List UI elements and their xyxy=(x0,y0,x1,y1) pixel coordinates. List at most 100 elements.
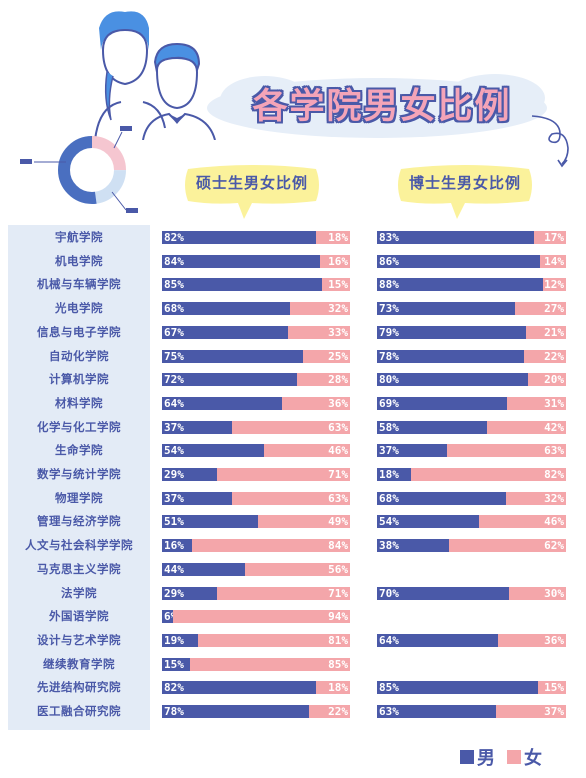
college-name-label: 人文与社会科学学院 xyxy=(25,538,133,553)
college-name-label: 宇航学院 xyxy=(55,230,103,244)
couple-illustration xyxy=(94,11,216,140)
college-name-label: 机械与车辆学院 xyxy=(37,277,121,292)
female-value-label: 27% xyxy=(544,302,564,316)
female-segment: 20% xyxy=(528,373,566,387)
female-value-label: 36% xyxy=(544,633,564,647)
doctor-header-bubble: 博士生男女比例 xyxy=(395,163,535,221)
male-segment: 44% xyxy=(162,562,245,576)
female-value-label: 17% xyxy=(544,231,564,244)
female-value-label: 63% xyxy=(544,444,564,458)
doctor-bar: 37% 63% xyxy=(377,444,566,458)
female-value-label: 62% xyxy=(544,539,564,553)
college-name-label: 马克思主义学院 xyxy=(37,561,121,576)
master-bar: 82% 18% xyxy=(162,681,350,695)
male-value-label: 16% xyxy=(164,539,184,553)
master-header-bubble: 硕士生男女比例 xyxy=(182,163,322,221)
college-name-label: 设计与艺术学院 xyxy=(37,632,121,647)
female-segment: 71% xyxy=(216,586,350,600)
female-segment: 32% xyxy=(505,491,566,505)
female-segment: 49% xyxy=(257,515,350,529)
legend: 男 女 xyxy=(460,745,554,769)
male-segment: 67% xyxy=(162,325,288,339)
male-segment: 88% xyxy=(377,278,544,292)
male-value-label: 64% xyxy=(379,633,399,647)
female-segment: 42% xyxy=(486,420,566,434)
master-bar: 29% 71% xyxy=(162,468,350,481)
master-bar: 84% 16% xyxy=(162,254,350,268)
master-bar: 85% 15% xyxy=(162,278,350,292)
college-name-label: 物理学院 xyxy=(55,490,103,505)
male-value-label: 84% xyxy=(164,254,184,268)
female-value-label: 25% xyxy=(328,349,348,363)
male-value-label: 69% xyxy=(379,396,399,410)
chart-row: 宇航学院 82% 18% 83% 17% xyxy=(0,230,586,245)
female-value-label: 42% xyxy=(544,420,564,434)
male-segment: 19% xyxy=(162,633,198,647)
male-segment: 6% xyxy=(162,610,177,624)
legend-male-label: 男 xyxy=(477,748,495,769)
college-name-label: 信息与电子学院 xyxy=(37,324,121,339)
female-value-label: 82% xyxy=(544,468,564,481)
female-segment: 21% xyxy=(526,325,566,339)
female-value-label: 63% xyxy=(328,491,348,505)
female-value-label: 94% xyxy=(328,610,348,624)
female-segment: 82% xyxy=(411,468,566,481)
male-segment: 38% xyxy=(377,539,449,553)
female-segment: 62% xyxy=(448,539,566,553)
doctor-bar: 68% 32% xyxy=(377,491,566,505)
female-segment: 30% xyxy=(509,586,566,600)
chart-row: 计算机学院 72% 28% 80% 20% xyxy=(0,372,586,387)
male-value-label: 18% xyxy=(379,468,399,481)
master-bar: 15% 85% xyxy=(162,657,350,671)
female-segment: 63% xyxy=(231,491,350,505)
female-value-label: 84% xyxy=(328,539,348,553)
male-segment: 75% xyxy=(162,349,303,363)
male-segment: 54% xyxy=(162,444,264,458)
doctor-bar: 80% 20% xyxy=(377,373,566,387)
master-bar: 72% 28% xyxy=(162,373,350,387)
male-value-label: 51% xyxy=(164,515,184,529)
male-segment: 58% xyxy=(377,420,487,434)
doctor-bar: 88% 12% xyxy=(377,278,566,292)
college-name-label: 外国语学院 xyxy=(49,609,109,624)
female-segment: 94% xyxy=(173,610,350,624)
college-name-label: 法学院 xyxy=(61,585,97,600)
male-value-label: 73% xyxy=(379,302,399,316)
doctor-bar: 63% 37% xyxy=(377,705,566,718)
chart-row: 人文与社会科学学院 16% 84% 38% 62% xyxy=(0,538,586,553)
master-bar: 54% 46% xyxy=(162,444,350,458)
female-segment: 81% xyxy=(197,633,350,647)
doctor-bar: 85% 15% xyxy=(377,681,566,695)
chart-row: 医工融合研究院 78% 22% 63% 37% xyxy=(0,704,586,719)
master-bar: 6% 94% xyxy=(162,610,350,624)
female-value-label: 30% xyxy=(544,586,564,600)
male-segment: 64% xyxy=(377,633,498,647)
male-segment: 68% xyxy=(162,302,290,316)
master-bar: 37% 63% xyxy=(162,420,350,434)
chart-row: 机电学院 84% 16% 86% 14% xyxy=(0,254,586,269)
female-segment: 84% xyxy=(192,539,350,553)
female-value-label: 49% xyxy=(328,515,348,529)
female-value-label: 15% xyxy=(328,278,348,292)
male-segment: 51% xyxy=(162,515,258,529)
female-segment: 32% xyxy=(289,302,350,316)
master-bar: 37% 63% xyxy=(162,491,350,505)
college-name-label: 医工融合研究院 xyxy=(37,704,121,718)
male-value-label: 70% xyxy=(379,586,399,600)
legend-male-swatch xyxy=(460,750,474,764)
title-cloud-shape xyxy=(207,74,547,138)
female-segment: 31% xyxy=(507,396,566,410)
male-segment: 63% xyxy=(377,705,497,718)
male-value-label: 79% xyxy=(379,325,399,339)
college-name-label: 计算机学院 xyxy=(49,372,109,387)
chart-row: 继续教育学院 15% 85% xyxy=(0,657,586,672)
chart-row: 设计与艺术学院 19% 81% 64% 36% xyxy=(0,632,586,648)
female-segment: 14% xyxy=(539,254,566,268)
chart-row: 法学院 29% 71% 70% 30% xyxy=(0,585,586,601)
male-value-label: 37% xyxy=(164,491,184,505)
chart-row: 光电学院 68% 32% 73% 27% xyxy=(0,301,586,316)
female-segment: 25% xyxy=(303,349,350,363)
doctor-bar: 73% 27% xyxy=(377,302,566,316)
chart-row: 化学与化工学院 37% 63% 58% 42% xyxy=(0,420,586,435)
doctor-bar: 86% 14% xyxy=(377,254,566,268)
